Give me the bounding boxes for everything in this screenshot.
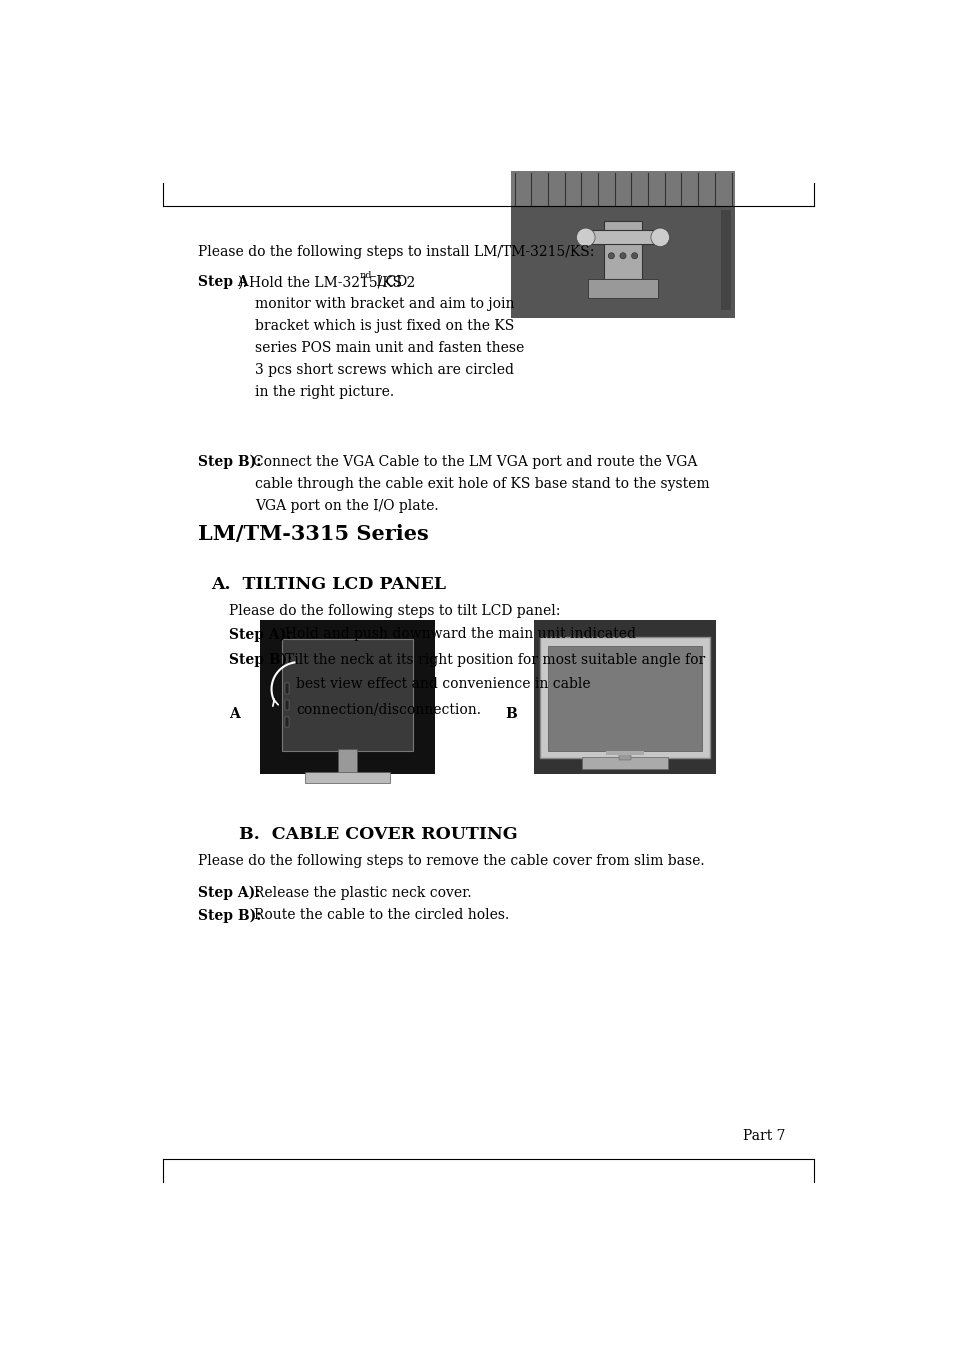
Text: A: A bbox=[229, 707, 240, 721]
Bar bbox=[547, 646, 701, 750]
Text: series POS main unit and fasten these: series POS main unit and fasten these bbox=[254, 341, 523, 356]
Bar bbox=[510, 172, 735, 318]
Bar bbox=[605, 750, 643, 756]
Bar bbox=[539, 637, 709, 758]
Text: ):: ): bbox=[236, 276, 247, 289]
Text: cable through the cable exit hole of KS base stand to the system: cable through the cable exit hole of KS … bbox=[254, 477, 709, 491]
Text: Part 7: Part 7 bbox=[742, 1129, 785, 1144]
Text: LM/TM-3315 Series: LM/TM-3315 Series bbox=[198, 525, 429, 544]
Text: Step A):: Step A): bbox=[229, 627, 292, 642]
Circle shape bbox=[631, 253, 637, 258]
Text: B.  CABLE COVER ROUTING: B. CABLE COVER ROUTING bbox=[239, 826, 517, 844]
Bar bbox=[583, 230, 661, 245]
Text: Step A: Step A bbox=[198, 276, 249, 289]
Text: 3 pcs short screws which are circled: 3 pcs short screws which are circled bbox=[254, 364, 514, 377]
Text: Route the cable to the circled holes.: Route the cable to the circled holes. bbox=[253, 909, 509, 922]
Bar bbox=[510, 172, 735, 206]
Text: Please do the following steps to install LM/TM-3215/KS:: Please do the following steps to install… bbox=[198, 245, 594, 258]
Bar bbox=[284, 717, 289, 727]
Text: LCD: LCD bbox=[371, 276, 406, 289]
Text: Hold the LM-3215/KS 2: Hold the LM-3215/KS 2 bbox=[249, 276, 416, 289]
Bar bbox=[305, 772, 390, 783]
Text: B: B bbox=[505, 707, 517, 721]
Circle shape bbox=[650, 228, 669, 246]
Text: monitor with bracket and aim to join: monitor with bracket and aim to join bbox=[254, 297, 514, 311]
Text: nd: nd bbox=[359, 270, 372, 280]
Bar bbox=[587, 279, 658, 299]
Text: connection/disconnection.: connection/disconnection. bbox=[295, 703, 480, 717]
Text: Step B):: Step B): bbox=[198, 909, 261, 923]
Text: Step A):: Step A): bbox=[198, 886, 260, 900]
Text: in the right picture.: in the right picture. bbox=[254, 385, 394, 399]
Bar bbox=[284, 700, 289, 711]
Bar bbox=[603, 222, 641, 279]
Text: Please do the following steps to tilt LCD panel:: Please do the following steps to tilt LC… bbox=[229, 604, 560, 618]
Text: Tilt the neck at its right position for most suitable angle for: Tilt the neck at its right position for … bbox=[285, 653, 704, 667]
Bar bbox=[281, 639, 413, 750]
Text: bracket which is just fixed on the KS: bracket which is just fixed on the KS bbox=[254, 319, 514, 334]
Text: Hold and push downward the main unit indicated: Hold and push downward the main unit ind… bbox=[285, 627, 636, 641]
Circle shape bbox=[576, 228, 595, 246]
Text: Connect the VGA Cable to the LM VGA port and route the VGA: Connect the VGA Cable to the LM VGA port… bbox=[253, 454, 697, 469]
Bar bbox=[337, 749, 356, 773]
Circle shape bbox=[619, 253, 625, 258]
Bar bbox=[720, 210, 730, 310]
Text: Please do the following steps to remove the cable cover from slim base.: Please do the following steps to remove … bbox=[198, 854, 704, 868]
Text: VGA port on the I/O plate.: VGA port on the I/O plate. bbox=[254, 499, 438, 512]
Circle shape bbox=[608, 253, 614, 258]
Text: Step B):: Step B): bbox=[198, 454, 261, 469]
Text: best view effect and convenience in cable: best view effect and convenience in cabl… bbox=[295, 677, 590, 691]
Bar bbox=[581, 757, 667, 769]
Text: Release the plastic neck cover.: Release the plastic neck cover. bbox=[253, 886, 471, 900]
Bar bbox=[618, 753, 631, 760]
Text: A.  TILTING LCD PANEL: A. TILTING LCD PANEL bbox=[211, 576, 445, 592]
Bar bbox=[284, 683, 289, 694]
Bar bbox=[534, 619, 716, 773]
Text: Step B):: Step B): bbox=[229, 653, 293, 667]
Bar bbox=[260, 619, 435, 773]
